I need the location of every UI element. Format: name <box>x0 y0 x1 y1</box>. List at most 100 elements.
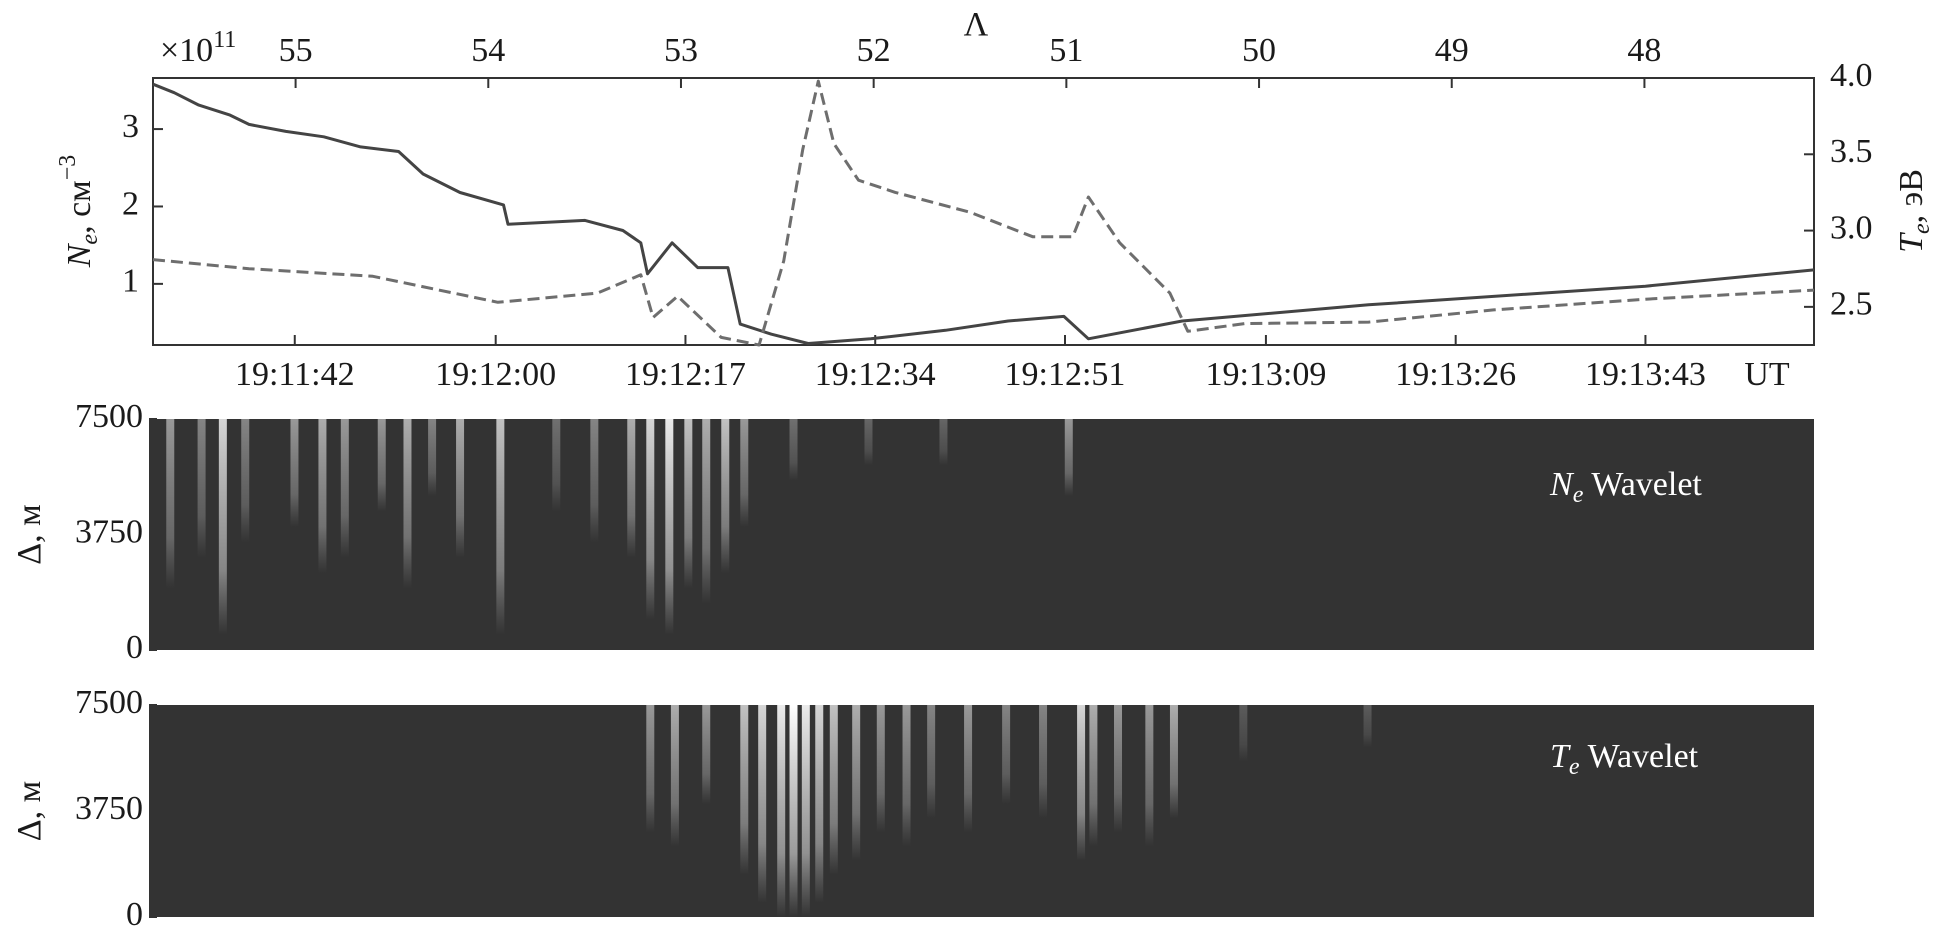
x2-tick-label: 55 <box>279 32 313 69</box>
x-tick-label: 19:12:34 <box>815 356 936 393</box>
wavelet-streak <box>684 419 693 589</box>
wavelet-streak <box>740 419 749 527</box>
y-tick-label: 7500 <box>75 398 143 435</box>
wavelet-streak <box>702 705 711 804</box>
wavelet-streak <box>939 419 948 466</box>
x2-axis-label: Λ <box>964 6 989 43</box>
wavelet-streak <box>428 419 437 496</box>
y-tick-label: 2 <box>122 185 139 222</box>
wavelet-streak <box>964 705 973 833</box>
y2-tick-label: 4.0 <box>1830 57 1873 94</box>
wavelet-streak <box>1363 705 1372 748</box>
label-symbol: N <box>61 242 98 268</box>
wavelet-streak <box>403 419 412 589</box>
wavelet-streak <box>241 419 250 543</box>
label-unit: , см <box>61 180 98 234</box>
wavelet-streak <box>902 705 911 847</box>
wavelet-streak <box>801 705 810 917</box>
y-tick-label: 0 <box>126 896 143 933</box>
wavelet-streak <box>456 419 465 558</box>
wavelet-streak <box>646 419 655 620</box>
y-tick-label: 0 <box>126 629 143 666</box>
wavelet-streak <box>377 419 386 512</box>
label-symbol: T <box>1550 738 1571 775</box>
wavelet-streak <box>789 419 798 481</box>
wavelet-streak <box>627 419 636 558</box>
wavelet-streak <box>646 705 655 833</box>
label-symbol: T <box>1893 232 1930 253</box>
x-tick-label: 19:12:00 <box>435 356 556 393</box>
wavelet-streak <box>721 419 730 573</box>
x-tick-label: 19:13:43 <box>1585 356 1706 393</box>
y-axis-label: Δ, м <box>11 504 48 564</box>
wavelet-streak <box>864 419 873 466</box>
x-tick-label: 19:12:17 <box>625 356 746 393</box>
x-axis-label: UT <box>1744 356 1790 393</box>
x-tick-label: 19:11:42 <box>235 356 355 393</box>
label-superscript: −3 <box>55 155 81 181</box>
x2-tick-label: 50 <box>1242 32 1276 69</box>
wavelet-streak <box>1145 705 1154 847</box>
wavelet-streak <box>1114 705 1123 833</box>
x-tick-label: 19:13:26 <box>1395 356 1516 393</box>
plot-frame <box>152 77 1815 346</box>
wavelet-streak <box>927 705 936 819</box>
y-axis-label: Δ, м <box>11 781 48 841</box>
series-line <box>152 79 1815 347</box>
x2-tick-label: 49 <box>1435 32 1469 69</box>
wavelet-streak <box>702 419 711 604</box>
heatmap-background <box>149 705 1814 917</box>
x2-tick-label: 48 <box>1627 32 1661 69</box>
label-text: Wavelet <box>1591 466 1702 503</box>
y-tick-label: 7500 <box>75 684 143 721</box>
wavelet-streak <box>670 705 679 847</box>
wavelet-streak <box>876 705 885 833</box>
wavelet-streak <box>166 419 175 589</box>
y-tick-label: 3 <box>122 108 139 145</box>
wavelet-streak <box>1039 705 1048 819</box>
wavelet-streak <box>1169 705 1178 819</box>
x-tick-label: 19:13:09 <box>1205 356 1326 393</box>
y-multiplier: ×1011 <box>160 27 236 69</box>
panel-label: Te Wavelet <box>1550 738 1699 780</box>
wavelet-streak <box>218 419 227 635</box>
wavelet-streak <box>758 705 767 903</box>
label-subscript: e <box>1909 223 1935 234</box>
wavelet-streak <box>1002 705 1011 804</box>
wavelet-streak <box>1089 705 1098 847</box>
x2-tick-label: 52 <box>857 32 891 69</box>
x2-tick-label: 51 <box>1049 32 1083 69</box>
multiplier-exponent: 11 <box>213 27 236 53</box>
multiplier-base: ×10 <box>160 32 213 69</box>
wavelet-streak <box>665 419 674 635</box>
label-subscript: e <box>1573 482 1584 508</box>
y2-tick-label: 3.0 <box>1830 209 1873 246</box>
label-unit: , эВ <box>1893 169 1930 223</box>
wavelet-streak <box>1077 705 1086 861</box>
x-tick-label: 19:12:51 <box>1005 356 1126 393</box>
x2-tick-label: 53 <box>664 32 698 69</box>
wavelet-streak <box>777 705 786 917</box>
panel-label: Ne Wavelet <box>1549 466 1702 508</box>
y-tick-label: 1 <box>122 263 139 300</box>
wavelet-streak <box>852 705 861 861</box>
wavelet-streak <box>829 705 838 875</box>
x2-tick-label: 54 <box>471 32 505 69</box>
wavelet-streak <box>590 419 599 543</box>
heatmap-background <box>149 419 1814 650</box>
label-subscript: e <box>77 234 103 245</box>
y2-tick-label: 3.5 <box>1830 133 1873 170</box>
wavelet-streak <box>1239 705 1248 762</box>
wavelet-streak <box>318 419 327 573</box>
label-symbol: N <box>1549 466 1575 503</box>
wavelet-streak <box>197 419 206 558</box>
y-tick-label: 3750 <box>75 513 143 550</box>
wavelet-streak <box>552 419 561 512</box>
wavelet-streak <box>340 419 349 558</box>
wavelet-streak <box>290 419 299 527</box>
series-line <box>152 82 1815 345</box>
wavelet-streak <box>740 705 749 875</box>
y2-axis-label: Te, эВ <box>1893 169 1935 253</box>
